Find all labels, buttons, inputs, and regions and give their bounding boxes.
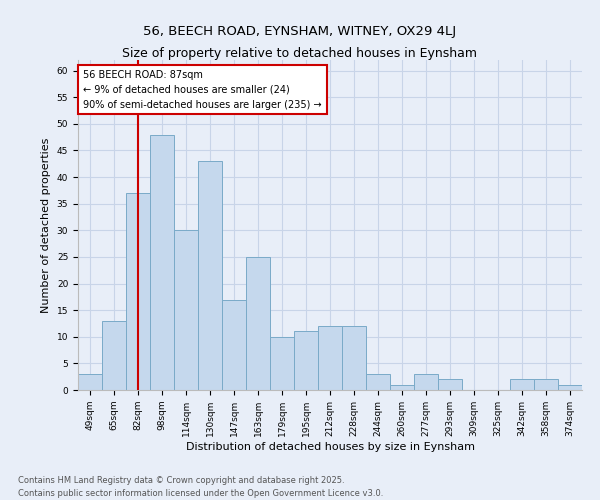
Bar	[390, 384, 414, 390]
Bar	[534, 380, 558, 390]
Bar	[102, 321, 126, 390]
Bar	[222, 300, 246, 390]
Text: Size of property relative to detached houses in Eynsham: Size of property relative to detached ho…	[122, 48, 478, 60]
Bar	[342, 326, 366, 390]
Bar	[270, 337, 294, 390]
Bar	[438, 380, 462, 390]
Text: 56, BEECH ROAD, EYNSHAM, WITNEY, OX29 4LJ: 56, BEECH ROAD, EYNSHAM, WITNEY, OX29 4L…	[143, 25, 457, 38]
Bar	[198, 161, 222, 390]
Bar	[510, 380, 534, 390]
Y-axis label: Number of detached properties: Number of detached properties	[41, 138, 51, 312]
Bar	[150, 134, 174, 390]
Bar	[366, 374, 390, 390]
Text: 56 BEECH ROAD: 87sqm
← 9% of detached houses are smaller (24)
90% of semi-detach: 56 BEECH ROAD: 87sqm ← 9% of detached ho…	[83, 70, 322, 110]
Bar	[126, 193, 150, 390]
Bar	[318, 326, 342, 390]
Bar	[78, 374, 102, 390]
Bar	[558, 384, 582, 390]
Bar	[246, 257, 270, 390]
Bar	[414, 374, 438, 390]
Bar	[294, 332, 318, 390]
X-axis label: Distribution of detached houses by size in Eynsham: Distribution of detached houses by size …	[185, 442, 475, 452]
Text: Contains HM Land Registry data © Crown copyright and database right 2025.
Contai: Contains HM Land Registry data © Crown c…	[18, 476, 383, 498]
Bar	[174, 230, 198, 390]
